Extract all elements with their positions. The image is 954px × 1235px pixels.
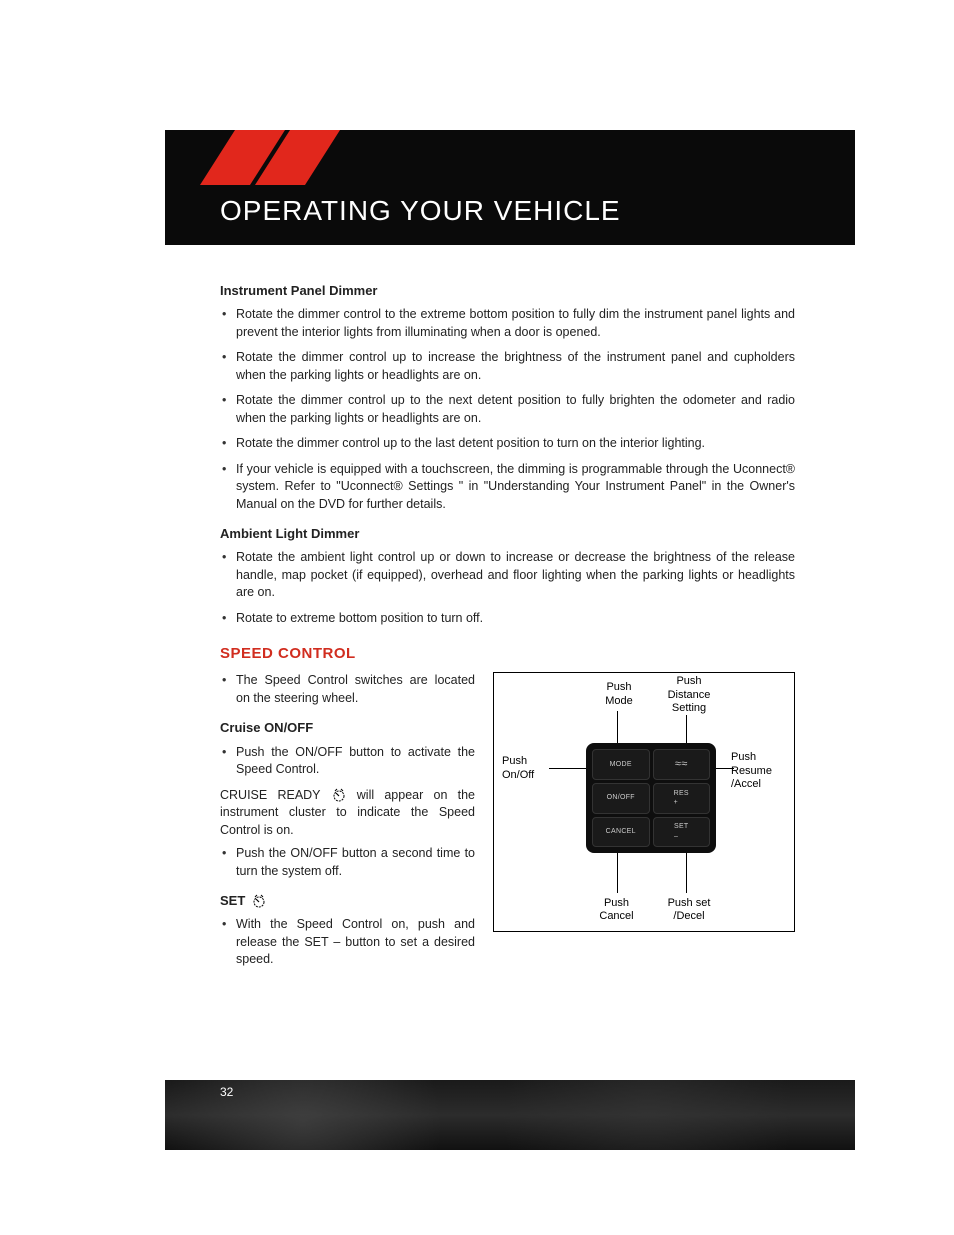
ambient-heading: Ambient Light Dimmer (220, 525, 795, 543)
footer-image-band (165, 1080, 855, 1150)
list-item: With the Speed Control on, push and rele… (236, 916, 475, 969)
speedometer-icon (251, 893, 267, 909)
set-button: SET– (653, 817, 711, 848)
pointer-line (617, 853, 618, 893)
main-content: Instrument Panel Dimmer Rotate the dimme… (220, 270, 795, 977)
list-item: Push the ON/OFF button to activate the S… (236, 744, 475, 779)
speed-control-heading: SPEED CONTROL (220, 643, 795, 664)
pointer-line (686, 853, 687, 893)
list-item: Rotate the dimmer control up to increase… (236, 349, 795, 384)
button-cluster: MODE ≈≈ ON/OFF RES+ CANCEL SET– (586, 743, 716, 853)
list-item: If your vehicle is equipped with a touch… (236, 461, 795, 514)
cruise-ready-a: CRUISE READY (220, 788, 331, 802)
cruise-heading: Cruise ON/OFF (220, 719, 475, 737)
distance-button: ≈≈ (653, 749, 711, 780)
set-heading: SET (220, 892, 475, 910)
instrument-panel-list: Rotate the dimmer control to the extreme… (220, 306, 795, 513)
pointer-line (686, 715, 687, 743)
list-item: The Speed Control switches are located o… (236, 672, 475, 707)
diagram-label-cancel: PushCancel (589, 897, 644, 923)
ambient-list: Rotate the ambient light control up or d… (220, 549, 795, 627)
instrument-panel-heading: Instrument Panel Dimmer (220, 282, 795, 300)
diagram-label-onoff: PushOn/Off (502, 755, 552, 781)
speed-control-diagram: PushMode PushDistanceSetting PushOn/Off … (493, 672, 795, 932)
diagram-label-mode: PushMode (594, 681, 644, 707)
list-item: Rotate to extreme bottom position to tur… (236, 610, 795, 628)
diagram-label-resume: PushResume/Accel (731, 751, 786, 791)
set-label: SET (220, 892, 245, 910)
pointer-line (549, 768, 586, 769)
cruise-ready-text: CRUISE READY will appear on the instrume… (220, 787, 475, 840)
mode-button: MODE (592, 749, 650, 780)
speed-control-text: The Speed Control switches are located o… (220, 672, 475, 976)
speedometer-icon (331, 787, 347, 803)
list-item: Push the ON/OFF button a second time to … (236, 845, 475, 880)
list-item: Rotate the dimmer control up to the next… (236, 392, 795, 427)
diagram-label-distance: PushDistanceSetting (659, 675, 719, 715)
page-title: OPERATING YOUR VEHICLE (220, 195, 621, 227)
list-item: Rotate the ambient light control up or d… (236, 549, 795, 602)
diagram-label-setdecel: Push set/Decel (659, 897, 719, 923)
list-item: Rotate the dimmer control to the extreme… (236, 306, 795, 341)
list-item: Rotate the dimmer control up to the last… (236, 435, 795, 453)
brand-slashes-icon (200, 130, 370, 185)
cancel-button: CANCEL (592, 817, 650, 848)
pointer-line (617, 711, 618, 743)
page-number: 32 (220, 1085, 233, 1099)
res-button: RES+ (653, 783, 711, 814)
onoff-button: ON/OFF (592, 783, 650, 814)
